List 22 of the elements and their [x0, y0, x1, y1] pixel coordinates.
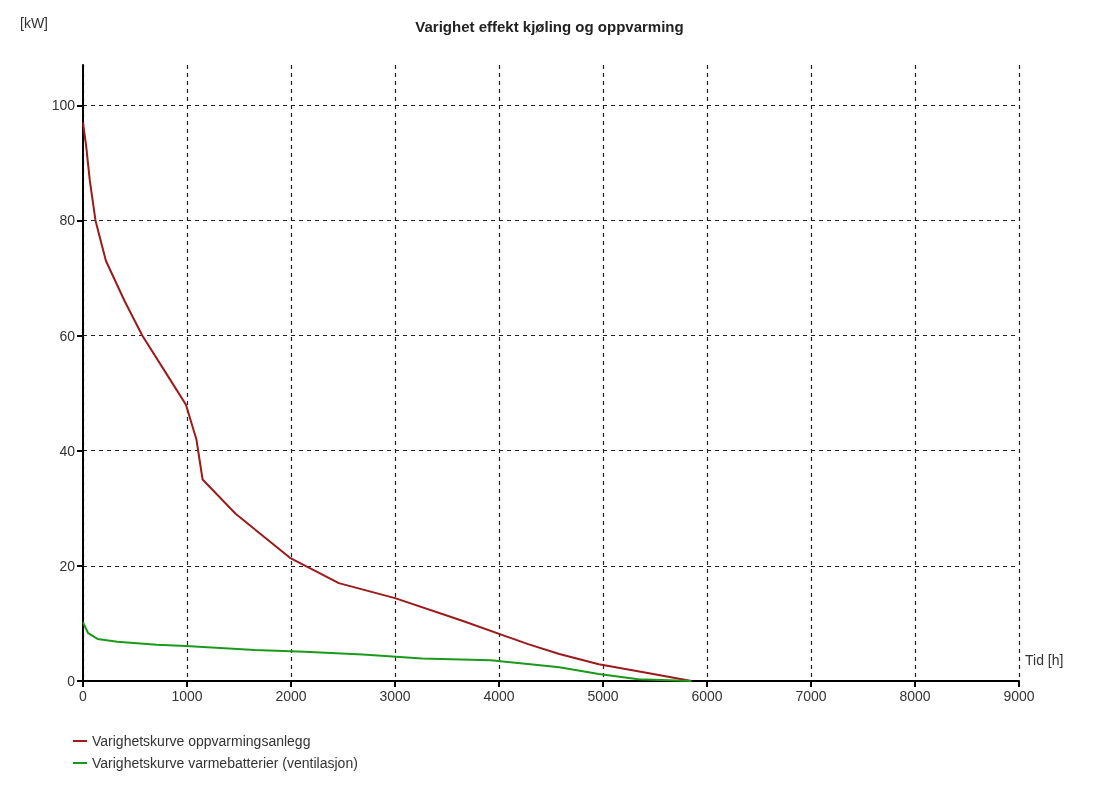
legend-label: Varighetskurve varmebatterier (ventilasjon) — [92, 755, 358, 771]
y-tick-label: 0 — [67, 673, 76, 689]
x-tick-label: 0 — [79, 688, 88, 704]
y-tick-label: 100 — [51, 97, 76, 114]
x-tick-label: 9000 — [1003, 688, 1035, 704]
x-tick-label: 7000 — [795, 688, 827, 704]
y-tick-label: 40 — [59, 442, 76, 459]
chart-title: Varighet effekt kjøling og oppvarming — [415, 18, 684, 35]
x-tick-label: 4000 — [483, 688, 515, 704]
x-tick-label: 6000 — [691, 688, 723, 704]
x-tick-label: 8000 — [899, 688, 931, 704]
legend-label: Varighetskurve oppvarmingsanlegg — [92, 733, 311, 749]
line-series — [82, 621, 693, 682]
x-tick-label: 2000 — [275, 688, 307, 704]
y-axis-title: [kW] — [20, 15, 48, 31]
x-axis-title: Tid [h] — [1025, 652, 1064, 668]
x-tick-label: 5000 — [587, 688, 619, 704]
x-tick-label: 3000 — [379, 688, 411, 704]
y-tick-label: 20 — [59, 557, 76, 574]
x-tick-label: 1000 — [171, 688, 203, 704]
y-tick-label: 80 — [59, 212, 76, 229]
y-tick-label: 60 — [59, 327, 76, 344]
